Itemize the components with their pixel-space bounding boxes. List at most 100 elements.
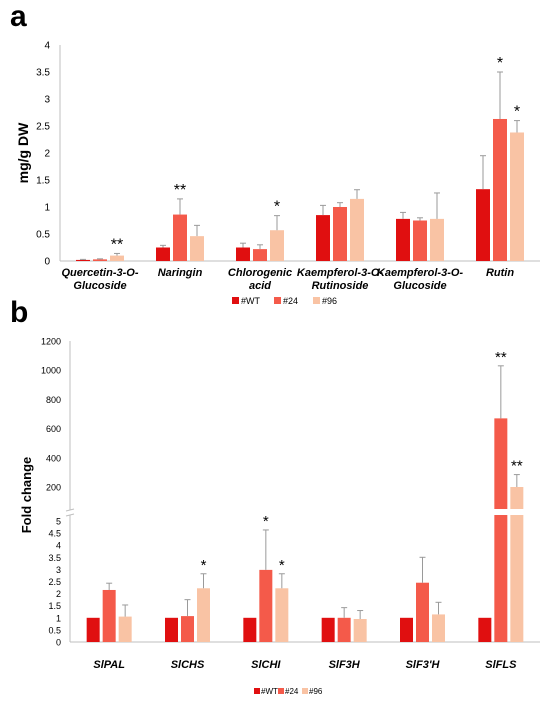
- y-tick-label: 4: [56, 541, 61, 551]
- bar-24-5-upper: [494, 418, 508, 509]
- bar-96-5: [510, 132, 524, 261]
- category-label: Glucoside: [73, 280, 126, 292]
- y-tick-label: 1: [44, 203, 50, 214]
- category-label: SlF3'H: [406, 659, 441, 671]
- y-tick-label: 5: [56, 517, 61, 527]
- y-tick-label: 2: [56, 589, 61, 599]
- legend-label: #24: [285, 687, 299, 696]
- bar-24-2: [253, 249, 267, 261]
- significance-marker: **: [495, 349, 507, 366]
- legend-label: #WT: [241, 296, 261, 306]
- legend-label: #96: [309, 687, 323, 696]
- bar-96-4: [430, 218, 444, 261]
- significance-marker: *: [497, 55, 503, 72]
- legend-swatch: [274, 297, 281, 304]
- category-label: Quercetin-3-O-: [61, 267, 138, 279]
- legend-swatch: [254, 688, 260, 694]
- bar-24-1: [181, 616, 194, 642]
- bar-96-3: [353, 619, 367, 642]
- bar-96-4: [432, 614, 445, 642]
- bar-wt-4: [396, 218, 410, 261]
- y-tick-label: 1.5: [48, 601, 61, 611]
- bar-wt-0: [76, 259, 90, 261]
- bar-24-5: [493, 118, 507, 261]
- bar-wt-3: [316, 215, 330, 261]
- bar-96-5-upper: [510, 487, 524, 509]
- bar-24-0: [93, 259, 107, 261]
- y-tick-label: 4.5: [48, 529, 61, 539]
- bar-24-3: [337, 617, 351, 642]
- legend-swatch: [302, 688, 308, 694]
- y-tick-label: 2.5: [48, 577, 61, 587]
- significance-marker: *: [279, 557, 285, 574]
- category-label: SlCHI: [251, 659, 281, 671]
- legend-label: #24: [283, 296, 298, 306]
- bar-wt-2: [243, 617, 257, 642]
- bar-wt-1: [156, 247, 170, 261]
- bar-24-4: [413, 220, 427, 261]
- significance-marker: *: [514, 104, 520, 121]
- bar-wt-3: [321, 617, 335, 642]
- y-tick-label: 0.5: [36, 230, 50, 241]
- bar-wt-2: [236, 247, 250, 261]
- category-label: SlPAL: [93, 659, 125, 671]
- legend-swatch: [313, 297, 320, 304]
- y-tick-label: 3: [56, 565, 61, 575]
- y-tick-label: 1000: [41, 366, 61, 376]
- category-label: SlFLS: [485, 659, 517, 671]
- y-axis-title: Fold change: [19, 457, 34, 534]
- y-tick-label: 200: [46, 483, 61, 493]
- bar-wt-0: [86, 617, 100, 642]
- significance-marker: *: [274, 199, 280, 216]
- y-tick-label: 1.5: [36, 176, 50, 187]
- bar-wt-5: [478, 617, 492, 642]
- bar-96-5-lower: [510, 515, 524, 642]
- bar-24-0: [102, 589, 116, 642]
- bar-24-2: [259, 569, 273, 642]
- bar-wt-4: [400, 617, 413, 642]
- legend-label: #96: [322, 296, 337, 306]
- y-tick-label: 3.5: [48, 553, 61, 563]
- y-tick-label: 400: [46, 453, 61, 463]
- bar-24-3: [333, 207, 347, 261]
- y-tick-label: 0: [56, 638, 61, 648]
- y-tick-label: 2.5: [36, 122, 50, 133]
- legend-swatch: [278, 688, 284, 694]
- category-label: Glucoside: [393, 280, 446, 292]
- bar-96-0: [118, 616, 132, 642]
- category-label: SlCHS: [171, 659, 205, 671]
- legend-label: #WT: [261, 687, 278, 696]
- y-tick-label: 1200: [41, 337, 61, 347]
- legend-swatch: [232, 297, 239, 304]
- bar-96-2: [270, 230, 284, 261]
- y-tick-label: 3.5: [36, 68, 50, 79]
- bar-96-0: [110, 255, 124, 261]
- axis-break-mark: [65, 513, 75, 517]
- axis-break-mark: [65, 508, 75, 512]
- bar-wt-5: [476, 189, 490, 261]
- significance-marker: **: [174, 182, 186, 199]
- y-tick-label: 4: [44, 41, 50, 52]
- bar-96-1: [197, 588, 210, 642]
- significance-marker: *: [201, 557, 207, 574]
- y-tick-label: 600: [46, 424, 61, 434]
- bar-96-2: [275, 588, 289, 642]
- category-label: Chlorogenic: [228, 267, 292, 279]
- category-label: Rutinoside: [312, 280, 369, 292]
- y-tick-label: 3: [44, 95, 50, 106]
- significance-marker: **: [511, 458, 523, 475]
- category-label: SlF3H: [329, 659, 361, 671]
- y-tick-label: 800: [46, 395, 61, 405]
- y-tick-label: 0.5: [48, 625, 61, 635]
- category-label: acid: [249, 280, 271, 292]
- y-tick-label: 0: [44, 257, 50, 268]
- y-tick-label: 1: [56, 613, 61, 623]
- bar-96-1: [190, 236, 204, 261]
- bar-96-3: [350, 198, 364, 261]
- bar-wt-1: [165, 617, 178, 642]
- category-label: Kaempferol-3-O-: [297, 267, 384, 279]
- panel-a-letter: a: [10, 0, 27, 33]
- significance-marker: *: [263, 513, 269, 530]
- bar-24-1: [173, 214, 187, 261]
